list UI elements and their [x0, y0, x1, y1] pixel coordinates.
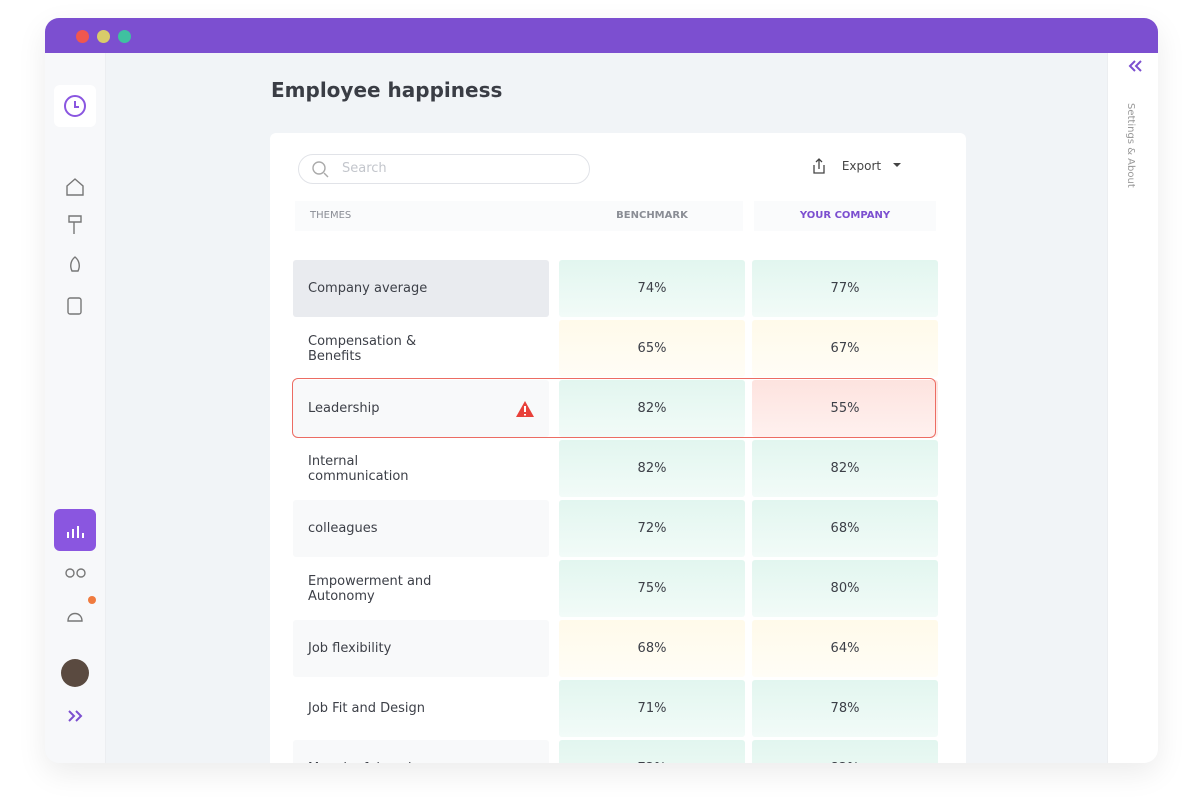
maximize-dot[interactable]	[118, 30, 131, 43]
search-placeholder: Search	[342, 161, 387, 176]
home-icon[interactable]	[66, 178, 84, 196]
theme-name: Internal communication	[308, 453, 409, 484]
expand-icon[interactable]	[68, 710, 83, 722]
export-button[interactable]: Export	[810, 157, 903, 175]
title-bar	[45, 18, 1158, 53]
people-icon[interactable]	[65, 568, 75, 578]
app-window: Settings & About Employee happiness Sear…	[45, 18, 1158, 763]
column-header: BENCHMARK	[561, 201, 743, 231]
benchmark-cell: 68%	[559, 620, 745, 677]
column-header: THEMES	[295, 201, 562, 231]
benchmark-cell: 72%	[559, 740, 745, 763]
benchmark-cell: 75%	[559, 560, 745, 617]
benchmark-cell: 82%	[559, 380, 745, 437]
collapse-icon[interactable]	[1108, 53, 1158, 83]
minimize-dot[interactable]	[97, 30, 110, 43]
company-cell: 78%	[752, 680, 938, 737]
theme-cell: Job Fit and Design	[293, 680, 549, 737]
sidebar	[45, 53, 106, 763]
theme-name: Company average	[308, 281, 428, 296]
theme-cell: Internal communication	[293, 440, 549, 497]
notification-dot	[88, 596, 96, 604]
doc-icon[interactable]	[67, 297, 82, 315]
export-label: Export	[841, 158, 882, 173]
theme-name: Job flexibility	[308, 641, 392, 656]
company-cell: 77%	[752, 260, 938, 317]
theme-name: colleagues	[308, 521, 378, 536]
benchmark-cell: 65%	[559, 320, 745, 377]
company-cell: 80%	[752, 560, 938, 617]
company-cell: 67%	[752, 320, 938, 377]
page-title: Employee happiness	[271, 78, 503, 102]
company-cell: 55%	[752, 380, 938, 437]
theme-cell: Empowerment and Autonomy	[293, 560, 549, 617]
theme-cell: Job flexibility	[293, 620, 549, 677]
company-cell: 64%	[752, 620, 938, 677]
theme-name: Compensation & Benefits	[308, 333, 417, 364]
rocket-icon[interactable]	[70, 256, 80, 272]
avatar[interactable]	[61, 659, 89, 687]
theme-name: Leadership	[308, 401, 380, 416]
theme-cell: Company average	[293, 260, 549, 317]
alert-outline	[292, 378, 936, 438]
table-card: Search Export THEMES BENCHMARK YOUR COMPAN…	[270, 133, 966, 763]
close-dot[interactable]	[76, 30, 89, 43]
benchmark-cell: 82%	[559, 440, 745, 497]
tool-icon[interactable]	[68, 215, 82, 234]
column-header: YOUR COMPANY	[754, 201, 936, 231]
theme-cell: Leadership	[293, 380, 549, 437]
theme-cell: Compensation & Benefits	[293, 320, 549, 377]
warning-icon	[515, 400, 535, 418]
theme-cell: colleagues	[293, 500, 549, 557]
sidebar-icons	[54, 85, 96, 722]
theme-name: Job Fit and Design	[308, 701, 426, 716]
theme-name: Empowerment and Autonomy	[308, 573, 432, 604]
side-panel-label[interactable]: Settings & About	[1125, 103, 1136, 188]
bell-icon[interactable]	[67, 612, 83, 622]
benchmark-cell: 71%	[559, 680, 745, 737]
company-cell: 82%	[752, 440, 938, 497]
theme-cell: Meaningful work	[293, 740, 549, 763]
theme-name: Meaningful work	[308, 761, 416, 763]
company-cell: 68%	[752, 500, 938, 557]
analytics-icon[interactable]	[54, 509, 96, 551]
benchmark-cell: 72%	[559, 500, 745, 557]
benchmark-cell: 74%	[559, 260, 745, 317]
side-panel: Settings & About	[1107, 53, 1158, 763]
search-box[interactable]: Search	[298, 154, 590, 184]
company-cell: 82%	[752, 740, 938, 763]
